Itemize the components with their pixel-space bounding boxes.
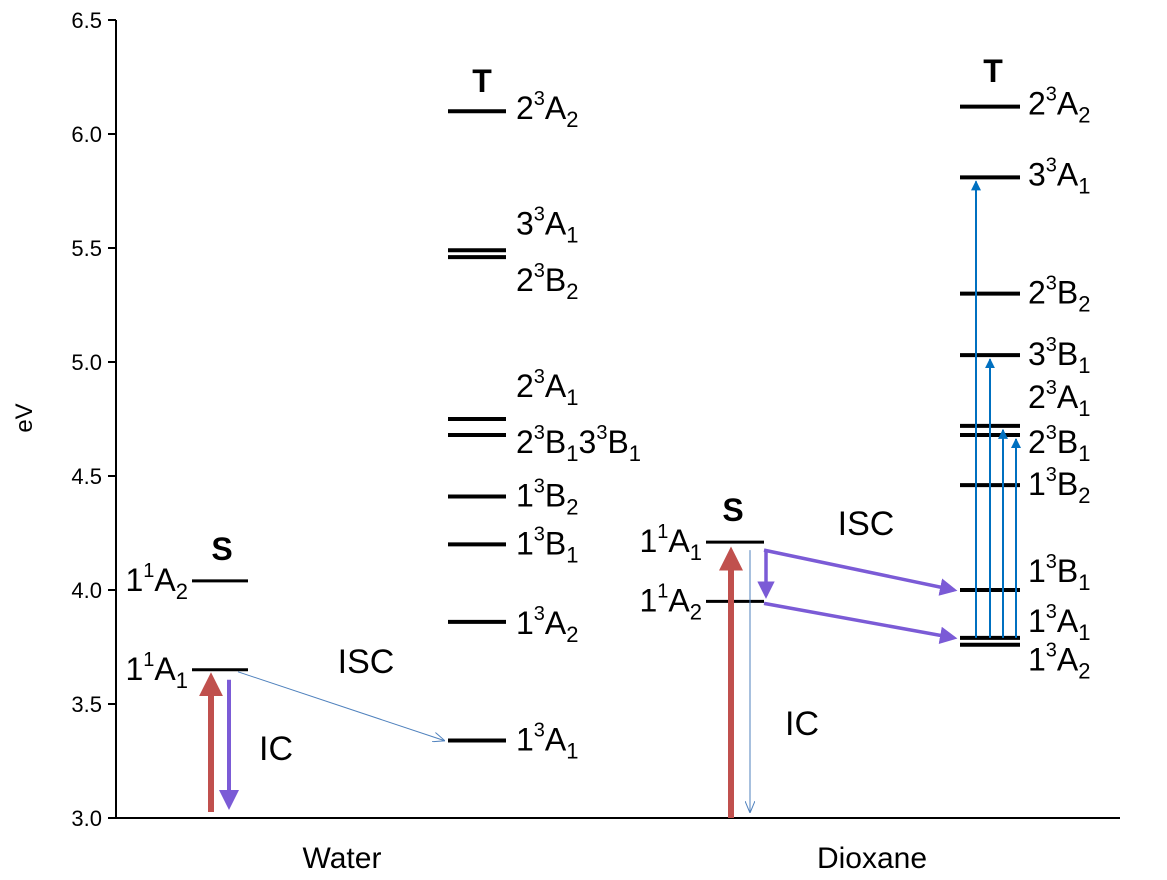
state-label: 11A2: [125, 560, 188, 604]
state-label: 11A2: [639, 580, 702, 624]
water-ic-label: IC: [259, 730, 293, 768]
water-isc-label: ISC: [338, 643, 395, 681]
y-tick-label: 6.5: [71, 8, 102, 33]
state-label: 13B1: [516, 523, 579, 567]
state-label: 13A1: [1028, 601, 1091, 645]
y-axis-ticks: 3.0 3.5 4.0 4.5 5.0 5.5 6.0 6.5: [71, 8, 116, 831]
state-label: 11A1: [125, 649, 188, 693]
state-label: 13A2: [516, 603, 579, 647]
dioxane-isc-arrow-1: [763, 548, 958, 596]
state-label: 13A2: [1028, 640, 1091, 684]
state-label: 13B2: [1028, 464, 1091, 508]
state-label: 13A1: [516, 719, 579, 763]
state-label: 33A1: [516, 203, 579, 247]
state-label: 33A1: [1028, 154, 1091, 198]
state-label: 11A1: [639, 521, 702, 565]
transition-arrows: [199, 180, 1021, 818]
dioxane-triplet-header: T: [983, 53, 1003, 89]
state-label: 23A1: [516, 366, 579, 410]
state-label: 23A2: [516, 88, 579, 132]
state-label: 13B1: [1028, 551, 1091, 595]
state-label: 23A1: [1028, 377, 1091, 421]
dioxane-ic-label: IC: [785, 705, 819, 743]
dioxane-singlet-header: S: [722, 492, 743, 528]
group-label-dioxane: Dioxane: [817, 842, 927, 875]
state-label: 23B133B1: [516, 422, 641, 466]
dioxane-isc-label: ISC: [838, 505, 895, 543]
y-axis-label: eV: [11, 403, 38, 432]
y-tick-label: 6.0: [71, 122, 102, 147]
water-triplet-header: T: [472, 63, 492, 99]
y-tick-label: 4.0: [71, 578, 102, 603]
dioxane-isc-arrow-2: [763, 601, 958, 644]
water-singlet-header: S: [211, 531, 232, 567]
state-label: 23B2: [516, 260, 579, 304]
y-tick-label: 3.5: [71, 692, 102, 717]
state-label: 23B1: [1028, 422, 1091, 466]
y-tick-label: 3.0: [71, 806, 102, 831]
group-label-water: Water: [303, 842, 382, 875]
y-tick-label: 4.5: [71, 464, 102, 489]
state-label: 23A2: [1028, 84, 1091, 128]
state-label: 23B2: [1028, 273, 1091, 317]
y-tick-label: 5.5: [71, 236, 102, 261]
y-tick-label: 5.0: [71, 350, 102, 375]
water-isc-arrow: [237, 671, 444, 741]
y-axis: 3.0 3.5 4.0 4.5 5.0 5.5 6.0 6.5 eV: [11, 8, 1120, 831]
state-label: 33B1: [1028, 334, 1091, 378]
energy-levels: 11A211A123A233A123B223A123B133B113B213B1…: [125, 84, 1090, 764]
state-label: 13B2: [516, 476, 579, 520]
